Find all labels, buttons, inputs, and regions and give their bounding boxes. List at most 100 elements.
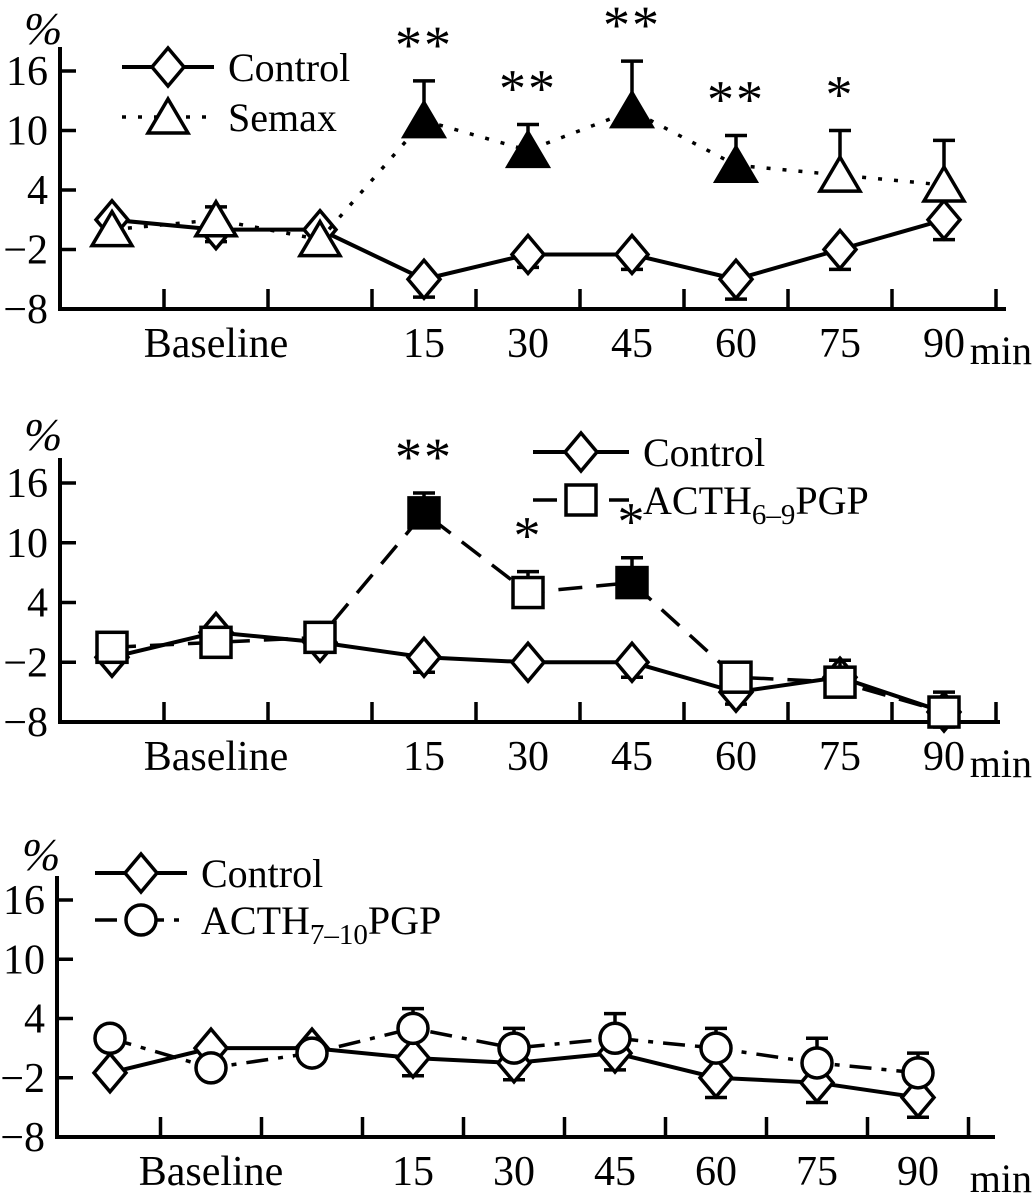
legend-entry-control: Control — [533, 430, 765, 475]
x-tick-label: 75 — [819, 321, 861, 367]
y-tick-label: 16 — [6, 461, 48, 507]
x-tick-label: 15 — [403, 321, 445, 367]
legend-entry-acth: ACTH6–9PGP — [533, 478, 869, 531]
y-axis-label: % — [24, 3, 62, 54]
triangle-marker — [712, 143, 760, 183]
legend-label: ACTH7–10PGP — [201, 898, 441, 951]
y-tick-label: −8 — [3, 287, 48, 333]
diamond-marker — [509, 232, 547, 277]
y-tick-label: −2 — [3, 640, 48, 686]
legend-square-marker — [564, 483, 598, 517]
diamond-marker — [697, 1056, 735, 1100]
diamond-marker — [821, 227, 859, 272]
y-tick-label: 10 — [6, 521, 48, 567]
y-tick-label: −8 — [3, 700, 48, 746]
legend-circle-marker — [124, 903, 158, 937]
y-tick-label: −8 — [0, 1115, 45, 1161]
significance-stars: ** — [395, 427, 453, 487]
circle-marker — [598, 1021, 632, 1055]
significance-stars: ** — [395, 15, 453, 75]
legend-diamond-marker — [149, 45, 187, 89]
legend-triangle-marker — [144, 95, 192, 135]
significance-stars: * — [826, 65, 855, 125]
square-marker — [95, 630, 129, 665]
x-tick-label: 60 — [695, 1149, 737, 1195]
x-tick-label: 60 — [715, 734, 757, 780]
x-tick-label: 45 — [611, 321, 653, 367]
y-tick-label: −2 — [3, 228, 48, 274]
y-tick-label: 4 — [24, 997, 45, 1043]
circle-marker — [93, 1021, 127, 1055]
diamond-marker — [509, 640, 547, 684]
circle-marker — [699, 1031, 733, 1065]
circle-marker — [497, 1031, 531, 1065]
triangle-marker — [88, 208, 136, 248]
significance-stars: * — [514, 506, 543, 566]
y-tick-label: 10 — [6, 109, 48, 155]
diamond-marker — [717, 257, 755, 301]
legend-label: Control — [228, 45, 350, 90]
diamond-marker — [613, 232, 651, 277]
legend-diamond-marker — [562, 430, 600, 474]
square-marker — [719, 660, 753, 694]
square-marker — [927, 695, 961, 729]
y-tick-label: 16 — [6, 49, 48, 95]
y-tick-label: 4 — [27, 581, 48, 627]
triangle-marker — [816, 153, 864, 193]
circle-marker — [396, 1011, 430, 1046]
x-tick-label: 75 — [819, 734, 861, 780]
x-tick-label: 60 — [715, 321, 757, 367]
legend-entry-control: Control — [95, 851, 323, 896]
x-tick-label: 30 — [507, 734, 549, 780]
square-marker — [199, 625, 233, 660]
legend-entry-acth: ACTH7–10PGP — [95, 898, 441, 951]
triangle-marker — [400, 99, 448, 139]
circle-marker — [194, 1051, 228, 1085]
x-tick-label: 30 — [493, 1149, 535, 1195]
diamond-marker — [394, 1036, 432, 1080]
diamond-marker — [91, 1051, 129, 1095]
triangle-marker — [504, 128, 552, 169]
y-tick-label: 4 — [27, 168, 48, 214]
x-axis-unit-label: min — [970, 1156, 1032, 1198]
square-marker — [511, 575, 545, 610]
legend-label: Semax — [228, 95, 337, 140]
y-tick-label: 16 — [3, 878, 45, 924]
x-tick-label: 15 — [403, 734, 445, 780]
x-tick-label: 90 — [897, 1149, 939, 1195]
square-marker — [407, 496, 441, 530]
x-tick-label: 15 — [392, 1149, 434, 1195]
chart-acth710-chart: 16 10 4 −2 −8% Baseline 15 30 45 60 75 90 min Control… — [0, 829, 1032, 1198]
legend-label: Control — [643, 430, 765, 475]
square-marker — [823, 665, 857, 699]
significance-stars: ** — [499, 59, 557, 119]
x-tick-label: 90 — [923, 321, 965, 367]
x-tick-label: 45 — [594, 1149, 636, 1195]
legend-entry-control: Control — [122, 45, 350, 90]
circle-marker — [295, 1036, 329, 1070]
x-tick-label: 45 — [611, 734, 653, 780]
legend-label: Control — [201, 851, 323, 896]
legend-label: ACTH6–9PGP — [643, 478, 869, 531]
y-axis-label: % — [22, 829, 60, 880]
circle-marker — [800, 1046, 834, 1080]
square-marker — [615, 565, 649, 600]
axes — [55, 876, 995, 1139]
circle-marker — [901, 1056, 935, 1090]
legend-entry-semax: Semax — [122, 95, 337, 140]
y-tick-label: −2 — [0, 1056, 45, 1102]
x-tick-label: 30 — [507, 321, 549, 367]
x-label-baseline: Baseline — [144, 734, 289, 780]
legend-diamond-marker — [122, 851, 160, 895]
x-label-baseline: Baseline — [139, 1149, 284, 1195]
diamond-marker — [613, 640, 651, 684]
x-tick-label: 75 — [796, 1149, 838, 1195]
triangle-marker — [608, 89, 656, 129]
square-marker — [303, 620, 337, 655]
triangle-marker — [296, 218, 344, 258]
diamond-marker — [405, 635, 443, 679]
